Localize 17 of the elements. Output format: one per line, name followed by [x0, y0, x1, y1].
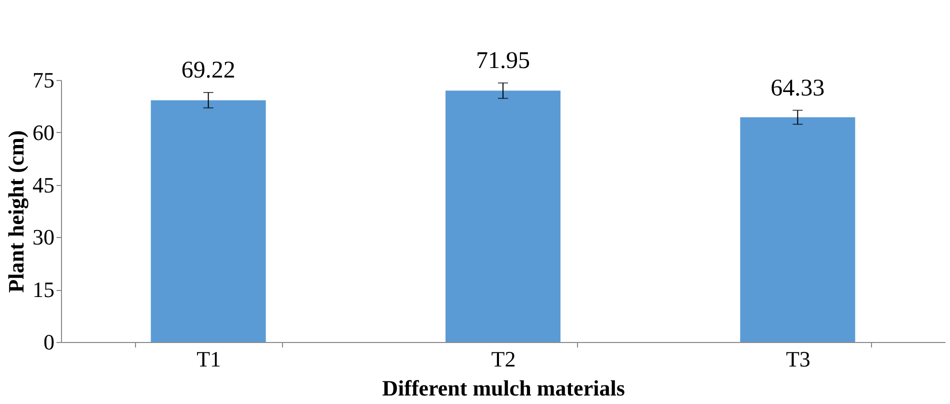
y-tick-label: 75 [32, 68, 54, 92]
y-tick-label: 30 [32, 224, 54, 250]
bar [446, 90, 560, 342]
x-tick-label: T1 [196, 346, 222, 372]
y-tick-label: 15 [32, 277, 54, 302]
bar [150, 100, 266, 342]
y-axis-title: Plant height (cm) [4, 130, 28, 293]
data-label: 64.33 [770, 75, 825, 102]
x-tick-label: T3 [786, 346, 810, 372]
x-tick-label: T2 [491, 346, 516, 372]
y-tick-label: 0 [44, 330, 54, 354]
x-axis-title: Different mulch materials [382, 376, 626, 400]
data-label: 69.22 [181, 58, 236, 84]
data-label: 71.95 [476, 48, 530, 74]
y-tick-label: 60 [32, 120, 54, 145]
y-tick-label: 45 [32, 172, 54, 198]
bar [740, 117, 856, 342]
